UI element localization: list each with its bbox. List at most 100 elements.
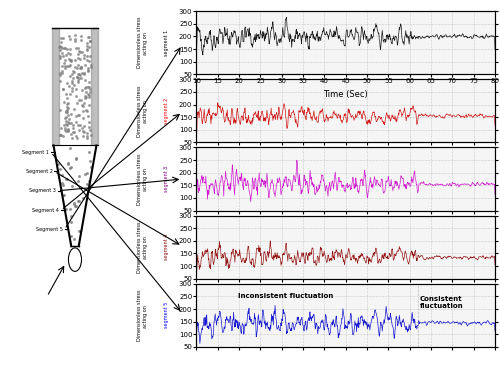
Point xyxy=(83,53,91,59)
Point xyxy=(64,109,72,115)
Bar xyxy=(91,28,98,145)
Point xyxy=(60,45,68,51)
Point xyxy=(70,129,78,135)
Point xyxy=(82,93,90,99)
Text: Dimensionless stress
acting on: Dimensionless stress acting on xyxy=(138,153,148,205)
Text: Inconsistent fluctuation: Inconsistent fluctuation xyxy=(238,293,334,299)
Point xyxy=(66,165,74,171)
Point xyxy=(56,70,64,76)
Point xyxy=(78,128,86,134)
Point xyxy=(82,90,90,95)
Point xyxy=(56,54,64,60)
Point xyxy=(66,131,74,137)
Point xyxy=(59,132,67,138)
Point xyxy=(60,192,68,198)
Point xyxy=(62,121,70,127)
Point xyxy=(66,206,74,212)
Point xyxy=(77,97,85,103)
Point xyxy=(74,62,82,68)
Point xyxy=(84,84,92,90)
Point xyxy=(85,34,93,40)
Bar xyxy=(52,28,59,145)
Point xyxy=(56,47,64,53)
Point xyxy=(66,91,74,97)
Point xyxy=(56,132,64,138)
Point xyxy=(70,82,78,88)
Point xyxy=(86,38,94,44)
Point xyxy=(83,108,91,114)
Point xyxy=(62,206,70,212)
Point xyxy=(81,171,89,177)
Point xyxy=(62,122,70,128)
Point xyxy=(68,135,76,141)
Point xyxy=(72,46,80,51)
Point xyxy=(78,70,86,76)
Text: Dimensionless stress
acting on: Dimensionless stress acting on xyxy=(138,289,148,341)
Point xyxy=(74,178,82,184)
Point xyxy=(64,160,72,166)
Point xyxy=(58,181,66,186)
Point xyxy=(61,125,69,131)
Point xyxy=(67,219,75,225)
Point xyxy=(70,236,78,242)
Point xyxy=(84,65,92,71)
Point xyxy=(68,88,76,94)
Point xyxy=(81,94,89,100)
Point xyxy=(60,45,68,51)
Point xyxy=(64,100,72,106)
Point xyxy=(63,107,71,113)
Point xyxy=(65,33,73,39)
Point xyxy=(86,132,94,138)
Point xyxy=(64,127,72,133)
Point xyxy=(70,201,78,207)
Point xyxy=(78,87,86,93)
Point xyxy=(68,68,76,73)
Point xyxy=(60,115,68,121)
Point xyxy=(86,62,94,68)
Point xyxy=(76,65,84,71)
Point xyxy=(66,57,74,63)
Point xyxy=(62,176,70,182)
Point xyxy=(60,53,68,59)
Point xyxy=(83,170,91,176)
Point xyxy=(80,129,88,135)
Point xyxy=(67,213,75,219)
Point xyxy=(68,80,76,86)
Point xyxy=(75,198,83,204)
Point xyxy=(74,46,82,51)
Text: Segment 1: Segment 1 xyxy=(22,150,49,155)
Text: Segment 3: Segment 3 xyxy=(29,188,56,193)
Point xyxy=(83,182,91,188)
Point xyxy=(72,133,80,139)
Point xyxy=(74,122,82,128)
Point xyxy=(59,182,67,188)
Point xyxy=(76,48,84,54)
Point xyxy=(77,64,85,70)
Point xyxy=(65,116,73,122)
Point xyxy=(74,74,82,80)
Point xyxy=(64,128,72,134)
Text: Segment 2: Segment 2 xyxy=(26,169,52,174)
Point xyxy=(86,89,94,95)
Point xyxy=(62,109,70,115)
Point xyxy=(58,70,66,76)
Point xyxy=(65,56,73,62)
Point xyxy=(68,184,76,189)
Point xyxy=(83,135,91,141)
Point xyxy=(78,195,86,201)
Point xyxy=(69,129,77,135)
Point xyxy=(73,65,81,71)
Point xyxy=(87,65,95,70)
Point xyxy=(62,95,70,101)
Point xyxy=(60,65,68,70)
Point xyxy=(74,79,82,85)
Point xyxy=(71,203,79,209)
Point xyxy=(64,63,72,69)
Point xyxy=(60,122,68,128)
Point xyxy=(58,86,66,92)
Point xyxy=(78,49,86,55)
Point xyxy=(62,46,70,52)
Point xyxy=(64,79,72,85)
Point xyxy=(66,35,74,41)
Point xyxy=(82,43,90,49)
